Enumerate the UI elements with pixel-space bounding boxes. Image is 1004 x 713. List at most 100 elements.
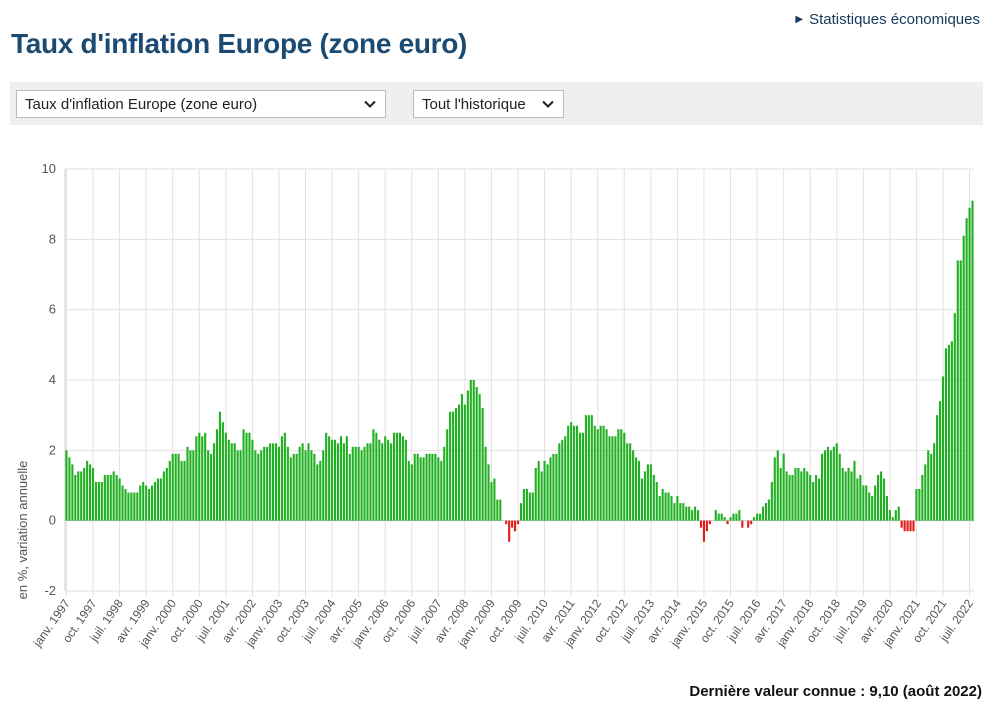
inflation-bar bbox=[679, 503, 682, 521]
inflation-bar bbox=[664, 492, 667, 521]
inflation-bar bbox=[245, 432, 248, 521]
inflation-bar bbox=[360, 450, 363, 521]
inflation-bar bbox=[384, 436, 387, 521]
inflation-bar bbox=[86, 460, 89, 521]
inflation-bar bbox=[702, 520, 706, 542]
inflation-bar bbox=[499, 499, 502, 521]
inflation-bar bbox=[587, 415, 590, 521]
chevron-down-icon bbox=[364, 100, 376, 108]
indicator-select[interactable]: Taux d'inflation Europe (zone euro) bbox=[16, 90, 386, 118]
inflation-bar bbox=[514, 520, 517, 532]
inflation-bar bbox=[251, 439, 254, 521]
inflation-bar bbox=[584, 415, 587, 521]
inflation-bar bbox=[269, 443, 272, 521]
inflation-bar bbox=[953, 313, 956, 521]
inflation-bar bbox=[794, 467, 797, 521]
inflation-bar bbox=[407, 460, 410, 521]
inflation-bar bbox=[838, 453, 841, 521]
inflation-bar bbox=[307, 443, 310, 521]
inflation-bar bbox=[127, 492, 130, 521]
inflation-bar bbox=[195, 436, 198, 521]
inflation-bar bbox=[605, 429, 608, 521]
inflation-bar bbox=[912, 520, 915, 532]
inflation-bar bbox=[189, 450, 192, 521]
inflation-bar bbox=[747, 520, 750, 528]
inflation-bar bbox=[328, 436, 331, 521]
inflation-bar bbox=[750, 520, 753, 525]
inflation-bar bbox=[888, 510, 891, 521]
inflation-bar bbox=[820, 453, 824, 521]
inflation-bar bbox=[345, 436, 348, 521]
inflation-bar bbox=[573, 425, 576, 521]
inflation-bar bbox=[348, 453, 351, 521]
inflation-bar bbox=[260, 450, 263, 521]
inflation-bar bbox=[667, 492, 670, 521]
inflation-bar bbox=[94, 481, 98, 521]
inflation-bar bbox=[673, 503, 676, 521]
inflation-bar bbox=[239, 450, 242, 521]
inflation-bar bbox=[366, 443, 369, 521]
y-tick-label: 2 bbox=[49, 442, 56, 457]
inflation-bar bbox=[809, 474, 812, 521]
inflation-bar bbox=[416, 453, 419, 521]
inflation-bar bbox=[552, 453, 555, 521]
inflation-bar bbox=[691, 510, 694, 521]
inflation-bar bbox=[611, 436, 614, 521]
inflation-bar bbox=[555, 453, 558, 521]
inflation-bar bbox=[174, 453, 177, 521]
inflation-bar bbox=[732, 513, 735, 521]
inflation-bar bbox=[649, 464, 652, 521]
inflation-bar bbox=[310, 450, 313, 521]
inflation-bar bbox=[354, 446, 357, 521]
inflation-bar bbox=[236, 450, 239, 521]
inflation-bar bbox=[862, 485, 865, 521]
y-tick-label: 10 bbox=[42, 161, 56, 176]
inflation-bar bbox=[74, 474, 77, 521]
inflation-bar bbox=[142, 481, 145, 521]
inflation-bar bbox=[210, 453, 213, 521]
inflation-bar bbox=[758, 513, 762, 521]
y-tick-label: 8 bbox=[49, 231, 56, 246]
inflation-bar bbox=[658, 496, 661, 521]
inflation-bar bbox=[390, 443, 393, 521]
inflation-bar bbox=[676, 496, 679, 521]
inflation-bar bbox=[463, 404, 466, 521]
inflation-bar bbox=[333, 439, 337, 521]
inflation-bar bbox=[773, 457, 776, 521]
inflation-bar bbox=[646, 464, 649, 521]
chart-bars bbox=[65, 200, 974, 542]
inflation-bar bbox=[351, 446, 354, 521]
inflation-bar bbox=[626, 443, 629, 521]
toolbar: Taux d'inflation Europe (zone euro) Tout… bbox=[10, 82, 983, 125]
inflation-bar bbox=[487, 464, 490, 521]
inflation-bar bbox=[68, 457, 71, 521]
inflation-bar bbox=[944, 348, 948, 521]
inflation-bar bbox=[962, 235, 965, 521]
inflation-bar bbox=[472, 380, 475, 521]
inflation-bar bbox=[83, 467, 86, 521]
inflation-bar bbox=[696, 510, 700, 521]
inflation-bar bbox=[738, 510, 741, 521]
inflation-bar bbox=[909, 520, 912, 532]
inflation-bar bbox=[357, 446, 360, 521]
period-select[interactable]: Tout l'historique bbox=[413, 90, 564, 118]
inflation-bar bbox=[688, 506, 691, 521]
inflation-bar bbox=[602, 425, 605, 521]
inflation-bar bbox=[165, 467, 168, 521]
inflation-bar bbox=[103, 474, 106, 521]
inflation-bar bbox=[437, 457, 440, 521]
economic-statistics-link[interactable]: ▶ Statistiques économiques bbox=[795, 11, 980, 28]
inflation-bar bbox=[561, 439, 564, 521]
inflation-bar bbox=[198, 432, 201, 521]
inflation-bar bbox=[965, 218, 968, 521]
inflation-bar bbox=[192, 450, 195, 521]
inflation-bar bbox=[369, 443, 372, 521]
inflation-bar bbox=[832, 446, 835, 521]
economic-statistics-label: Statistiques économiques bbox=[809, 11, 980, 28]
inflation-bar bbox=[753, 517, 756, 521]
inflation-bar bbox=[77, 471, 80, 521]
inflation-bar bbox=[457, 404, 461, 521]
inflation-bar bbox=[714, 510, 717, 521]
inflation-bar bbox=[413, 453, 416, 521]
inflation-bar bbox=[850, 471, 853, 521]
